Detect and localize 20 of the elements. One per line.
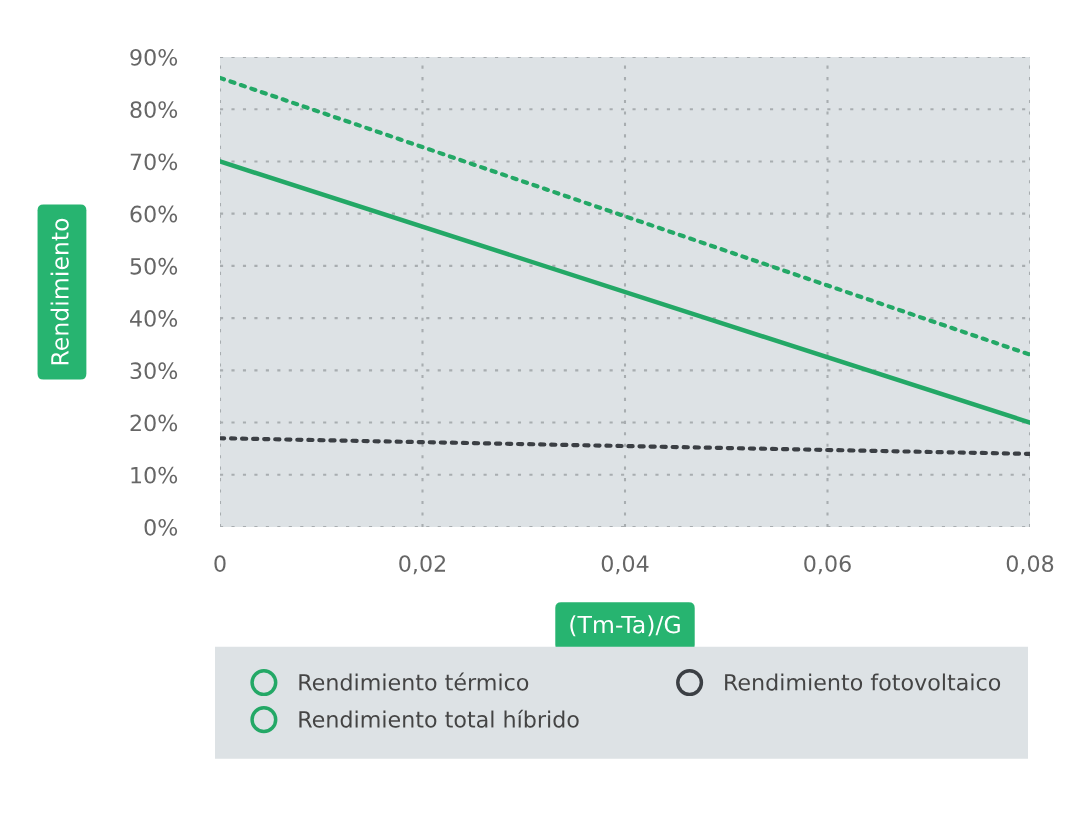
x-tick-label: 0,02 (399, 555, 446, 575)
y-tick-label: 70% (130, 153, 178, 171)
legend-label: Rendimiento total híbrido (299, 709, 579, 728)
y-tick-label: 80% (130, 101, 178, 118)
y-tick-label: 60% (130, 205, 178, 223)
x-tick-label: 0,06 (804, 555, 851, 575)
x-tick-label: 0,04 (601, 555, 649, 575)
y-tick-label: 40% (130, 310, 178, 327)
legend-label: Rendimiento térmico (299, 672, 529, 691)
x-tick-label: 0,08 (1006, 555, 1054, 575)
legend-label: Rendimiento fotovoltaico (725, 673, 1001, 691)
y-tick-label: 30% (130, 362, 178, 380)
y-tick-label: 90% (130, 48, 178, 66)
y-axis-title: Rendimiento (50, 218, 69, 365)
y-tick-label: 10% (131, 466, 178, 484)
y-tick-label: 50% (130, 257, 178, 275)
y-tick-label: 0% (144, 518, 178, 536)
y-tick-label: 20% (130, 414, 178, 432)
x-axis-title: (Tm-Ta)/G (570, 615, 680, 637)
x-tick-label: 0 (214, 555, 226, 572)
